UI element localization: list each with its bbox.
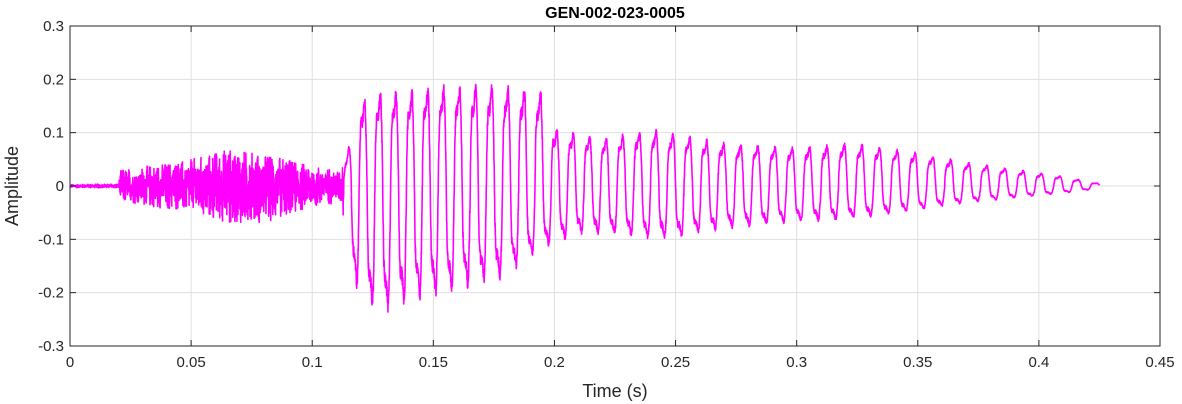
x-tick-label: 0.15 — [419, 354, 448, 371]
x-tick-label: 0.05 — [177, 354, 206, 371]
y-tick-label: 0.2 — [43, 71, 64, 88]
y-tick-label: 0.1 — [43, 125, 64, 142]
x-tick-label: 0.2 — [544, 354, 565, 371]
y-axis-label: Amplitude — [2, 146, 22, 226]
x-tick-label: 0.3 — [786, 354, 807, 371]
y-axis-ticks: -0.3 -0.2 -0.1 0 0.1 0.2 0.3 — [38, 18, 1160, 355]
chart-title: GEN-002-023-0005 — [545, 5, 685, 22]
y-tick-label: 0 — [56, 178, 64, 195]
waveform-line — [69, 83, 1101, 313]
y-tick-label: 0.3 — [43, 18, 64, 35]
y-tick-label: -0.3 — [38, 338, 64, 355]
x-tick-label: 0.4 — [1028, 354, 1049, 371]
waveform-series — [69, 83, 1101, 313]
y-tick-label: -0.2 — [38, 285, 64, 302]
x-tick-label: 0.1 — [302, 354, 323, 371]
y-tick-label: -0.1 — [38, 231, 64, 248]
x-axis-label: Time (s) — [582, 381, 647, 401]
x-tick-label: 0.25 — [661, 354, 690, 371]
x-axis-ticks: 0 0.05 0.1 0.15 0.2 0.25 0.3 0.35 0.4 0.45 — [66, 26, 1175, 371]
x-tick-label: 0.45 — [1145, 354, 1174, 371]
x-tick-label: 0.35 — [903, 354, 932, 371]
x-tick-label: 0 — [66, 354, 74, 371]
